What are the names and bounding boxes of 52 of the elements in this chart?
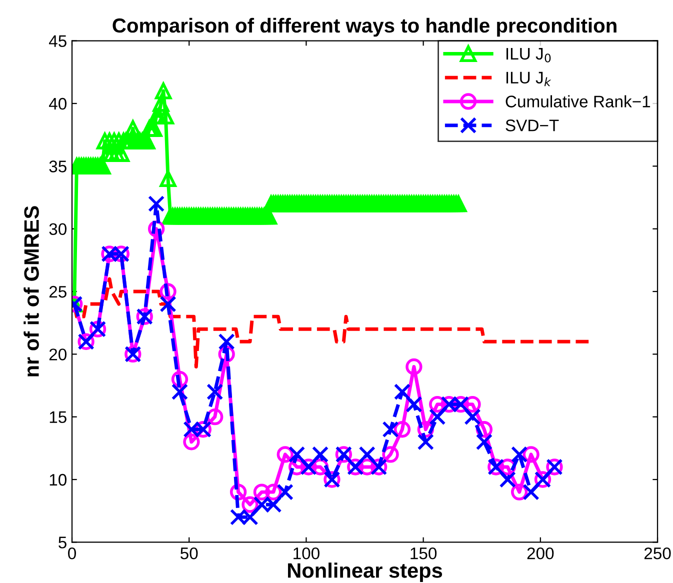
y-tick-label: 45 xyxy=(48,35,66,48)
point xyxy=(160,283,176,300)
point xyxy=(394,383,411,400)
y-tick-label: 20 xyxy=(49,348,66,360)
x-axis-title: Nonlinear steps xyxy=(288,562,442,582)
point xyxy=(382,446,399,463)
y-tick-label: 5 xyxy=(58,536,66,548)
point xyxy=(148,195,165,212)
point xyxy=(476,434,493,450)
point xyxy=(382,421,399,438)
point xyxy=(160,296,176,312)
x-tick-label: 250 xyxy=(644,547,671,560)
point xyxy=(394,421,411,438)
point xyxy=(464,408,481,426)
point xyxy=(183,434,200,450)
point xyxy=(522,484,540,500)
point xyxy=(417,434,434,450)
y-tick-label: 30 xyxy=(49,223,66,236)
legend-label: ILU J$_{0}$ xyxy=(506,48,551,62)
legend-label: SVD−T xyxy=(506,120,559,132)
point xyxy=(464,396,481,413)
point xyxy=(253,484,270,500)
x-tick-label: 0 xyxy=(68,547,76,560)
x-tick-label: 100 xyxy=(294,547,320,560)
y-tick-label: 10 xyxy=(50,474,66,486)
point xyxy=(406,396,422,413)
point xyxy=(288,446,306,463)
point xyxy=(242,496,258,513)
y-tick-label: 25 xyxy=(49,286,66,298)
legend-label: ILU J$_{k}$ xyxy=(506,72,552,86)
chart-title: Comparison of different ways to handle precondition xyxy=(112,18,616,37)
y-tick-label: 15 xyxy=(50,411,66,424)
point xyxy=(218,333,235,350)
point xyxy=(265,484,282,500)
y-tick-label: 35 xyxy=(49,160,66,172)
point xyxy=(406,358,422,376)
point xyxy=(511,484,528,500)
x-tick-label: 200 xyxy=(527,547,554,560)
y-tick-label: 40 xyxy=(48,98,66,110)
x-tick-label: 50 xyxy=(180,547,198,560)
point xyxy=(358,446,376,463)
point xyxy=(511,446,528,463)
legend-label: Cumulative Rank−1 xyxy=(506,95,650,108)
point xyxy=(312,446,329,463)
point xyxy=(522,446,540,463)
point xyxy=(171,383,188,400)
point xyxy=(429,408,446,426)
y-axis-title: nr of it of GMRES xyxy=(24,206,39,376)
point xyxy=(206,383,224,400)
point xyxy=(499,471,516,488)
point xyxy=(276,484,294,500)
x-tick-label: 150 xyxy=(410,547,437,560)
